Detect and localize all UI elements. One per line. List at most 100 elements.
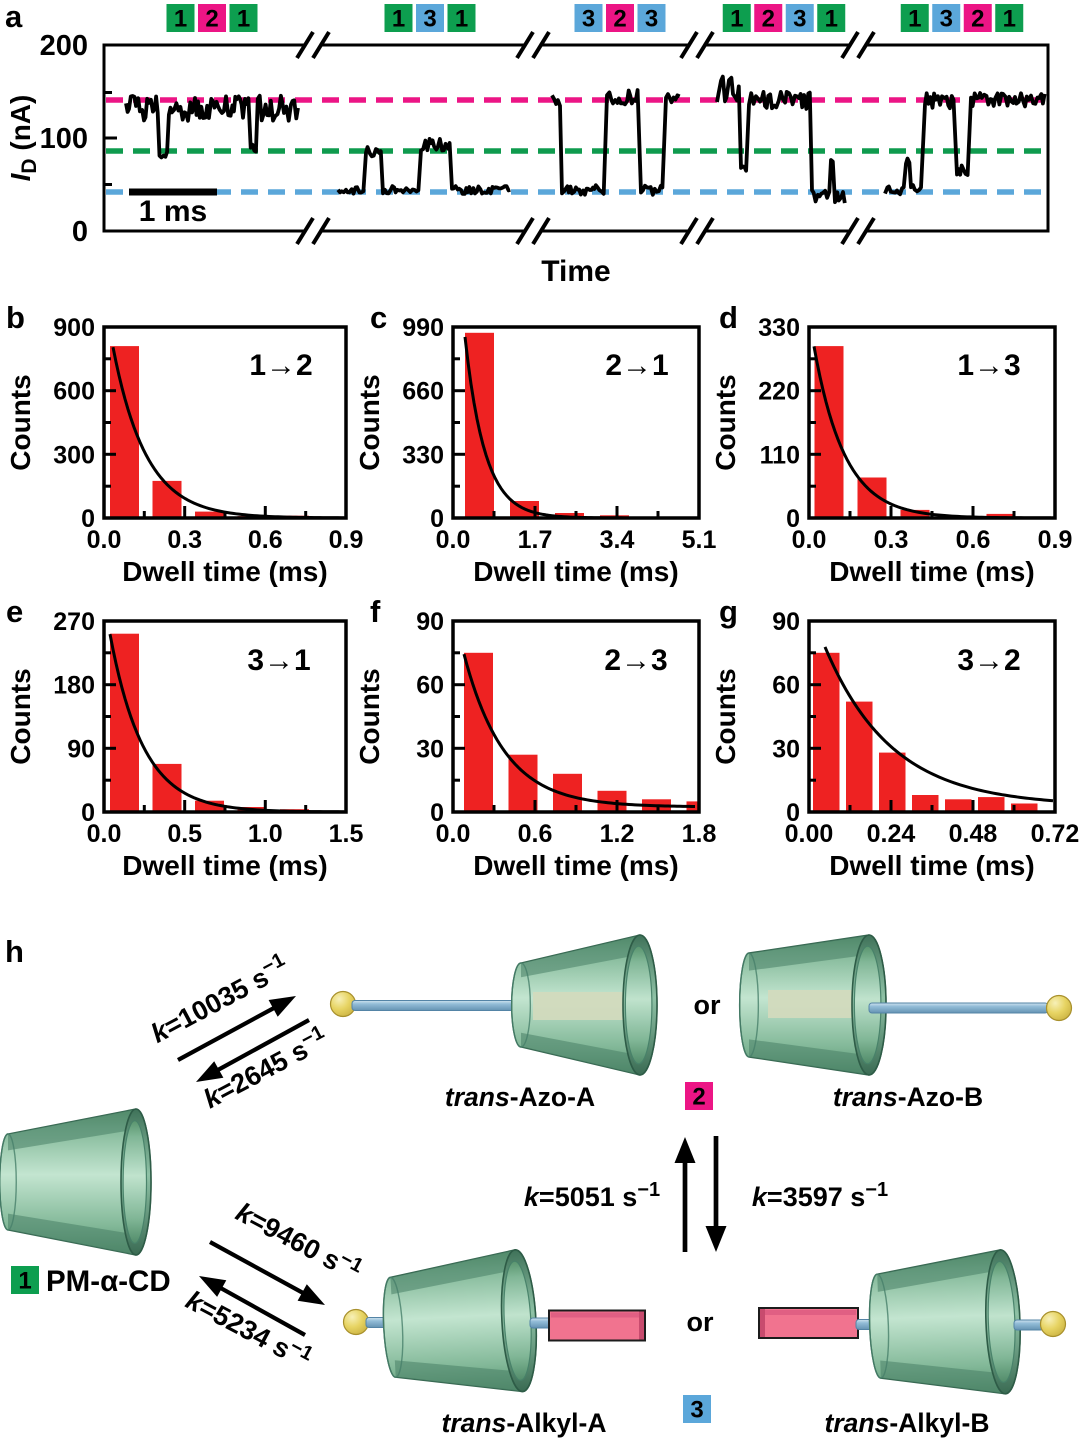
svg-text:5.1: 5.1 [682, 526, 717, 554]
svg-text:trans-Azo-A: trans-Azo-A [445, 1082, 595, 1112]
svg-text:0.6: 0.6 [518, 820, 553, 848]
svg-text:2: 2 [971, 6, 984, 33]
svg-text:180: 180 [53, 672, 95, 700]
svg-text:0.0: 0.0 [792, 526, 827, 554]
svg-text:1: 1 [908, 6, 921, 33]
svg-text:2: 2 [762, 6, 775, 33]
svg-text:3: 3 [793, 6, 806, 33]
svg-text:1: 1 [174, 6, 187, 33]
svg-text:660: 660 [402, 378, 444, 406]
svg-text:900: 900 [53, 314, 95, 342]
svg-text:100: 100 [40, 123, 88, 155]
svg-text:k=3597 s−1: k=3597 s−1 [752, 1179, 888, 1212]
svg-text:Dwell time (ms): Dwell time (ms) [473, 556, 678, 587]
svg-text:Counts: Counts [710, 374, 741, 470]
svg-text:Time: Time [541, 255, 610, 288]
svg-text:0.0: 0.0 [436, 820, 471, 848]
svg-text:2: 2 [205, 6, 218, 33]
svg-text:1→3: 1→3 [957, 349, 1020, 382]
svg-text:0.9: 0.9 [329, 526, 364, 554]
svg-text:1.8: 1.8 [682, 820, 717, 848]
svg-text:0.3: 0.3 [874, 526, 909, 554]
svg-text:2→1: 2→1 [605, 349, 668, 382]
svg-text:k=9460 s−1: k=9460 s−1 [231, 1194, 367, 1287]
svg-text:Counts: Counts [354, 374, 385, 470]
svg-text:Dwell time (ms): Dwell time (ms) [829, 556, 1034, 587]
svg-text:1.2: 1.2 [600, 820, 635, 848]
svg-text:b: b [6, 300, 25, 335]
svg-text:1: 1 [455, 6, 468, 33]
svg-text:90: 90 [67, 735, 95, 763]
svg-text:3: 3 [582, 6, 595, 33]
svg-text:3→2: 3→2 [957, 644, 1020, 677]
svg-text:or: or [687, 1307, 714, 1337]
svg-text:60: 60 [416, 672, 444, 700]
svg-text:1: 1 [237, 6, 250, 33]
svg-text:600: 600 [53, 378, 95, 406]
svg-text:0: 0 [81, 505, 95, 533]
svg-text:3→1: 3→1 [247, 644, 310, 677]
svg-text:1: 1 [18, 1268, 31, 1295]
svg-text:1→2: 1→2 [249, 349, 312, 382]
svg-text:0.3: 0.3 [167, 526, 202, 554]
svg-text:0.6: 0.6 [956, 526, 991, 554]
svg-text:Dwell time (ms): Dwell time (ms) [122, 556, 327, 587]
svg-text:0: 0 [72, 216, 88, 248]
svg-text:g: g [719, 594, 738, 629]
svg-text:0: 0 [786, 505, 800, 533]
svg-text:3: 3 [645, 6, 658, 33]
svg-text:trans-Azo-B: trans-Azo-B [833, 1082, 983, 1112]
svg-text:1: 1 [1003, 6, 1016, 33]
svg-text:30: 30 [416, 735, 444, 763]
svg-text:1: 1 [392, 6, 405, 33]
svg-text:1 ms: 1 ms [139, 195, 207, 228]
svg-text:0.5: 0.5 [167, 820, 202, 848]
svg-text:330: 330 [758, 314, 800, 342]
svg-text:d: d [719, 300, 738, 335]
svg-text:trans-Alkyl-B: trans-Alkyl-B [825, 1408, 990, 1438]
svg-text:0.00: 0.00 [785, 820, 834, 848]
svg-text:200: 200 [40, 30, 88, 62]
svg-text:0.24: 0.24 [867, 820, 916, 848]
svg-text:trans-Alkyl-A: trans-Alkyl-A [442, 1408, 607, 1438]
svg-text:0.6: 0.6 [248, 526, 283, 554]
svg-text:f: f [370, 594, 381, 629]
svg-text:300: 300 [53, 441, 95, 469]
svg-text:1: 1 [825, 6, 838, 33]
svg-text:330: 330 [402, 441, 444, 469]
svg-text:ID (nA): ID (nA) [5, 95, 41, 182]
svg-text:90: 90 [772, 608, 800, 636]
svg-text:Counts: Counts [354, 668, 385, 764]
svg-text:1.0: 1.0 [248, 820, 283, 848]
svg-text:0: 0 [81, 799, 95, 827]
svg-text:c: c [370, 300, 387, 335]
svg-text:0: 0 [786, 799, 800, 827]
svg-text:90: 90 [416, 608, 444, 636]
svg-text:3: 3 [690, 1397, 703, 1424]
svg-text:a: a [5, 0, 23, 34]
svg-text:k=5051 s−1: k=5051 s−1 [524, 1179, 660, 1212]
svg-text:0: 0 [430, 505, 444, 533]
svg-text:0.0: 0.0 [436, 526, 471, 554]
svg-text:110: 110 [760, 441, 800, 469]
svg-text:or: or [694, 990, 721, 1020]
svg-text:Counts: Counts [710, 668, 741, 764]
svg-text:3.4: 3.4 [600, 526, 635, 554]
svg-text:0.0: 0.0 [87, 526, 122, 554]
svg-text:30: 30 [772, 735, 800, 763]
svg-text:1.7: 1.7 [518, 526, 553, 554]
svg-text:0.48: 0.48 [949, 820, 998, 848]
svg-text:Counts: Counts [5, 668, 36, 764]
svg-text:2: 2 [692, 1084, 705, 1111]
svg-text:Counts: Counts [5, 374, 36, 470]
svg-text:0.72: 0.72 [1031, 820, 1080, 848]
svg-text:e: e [6, 594, 23, 629]
svg-text:1: 1 [730, 6, 743, 33]
svg-text:0.9: 0.9 [1038, 526, 1073, 554]
svg-text:h: h [5, 934, 24, 969]
svg-text:Dwell time (ms): Dwell time (ms) [122, 850, 327, 881]
svg-text:3: 3 [423, 6, 436, 33]
svg-text:2→3: 2→3 [604, 644, 667, 677]
svg-text:0.0: 0.0 [87, 820, 122, 848]
svg-text:3: 3 [940, 6, 953, 33]
